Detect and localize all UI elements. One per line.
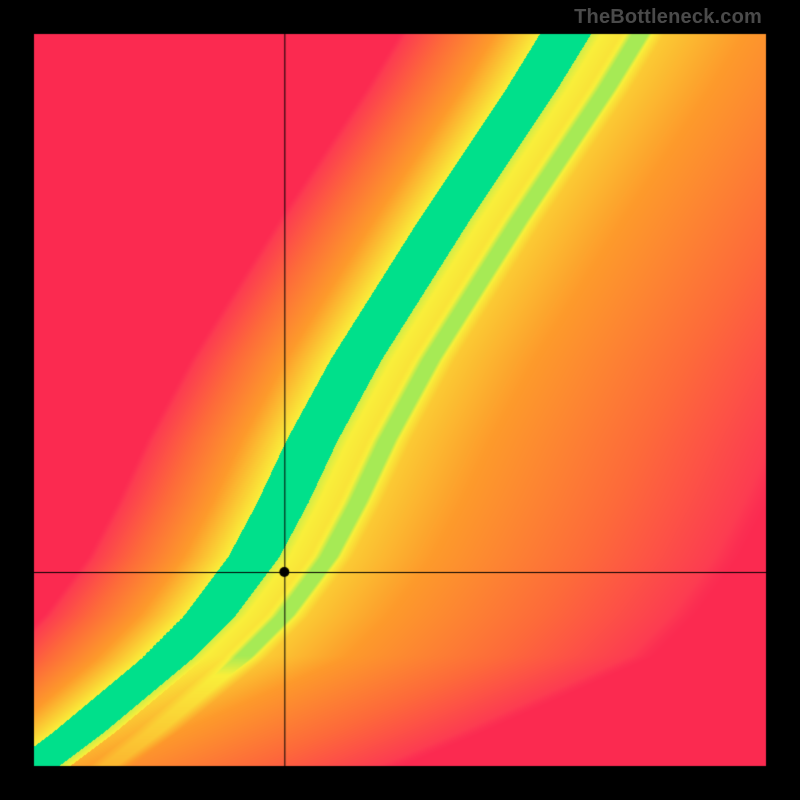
- chart-container: TheBottleneck.com: [0, 0, 800, 800]
- heatmap-canvas: [0, 0, 800, 800]
- watermark-text: TheBottleneck.com: [574, 6, 762, 29]
